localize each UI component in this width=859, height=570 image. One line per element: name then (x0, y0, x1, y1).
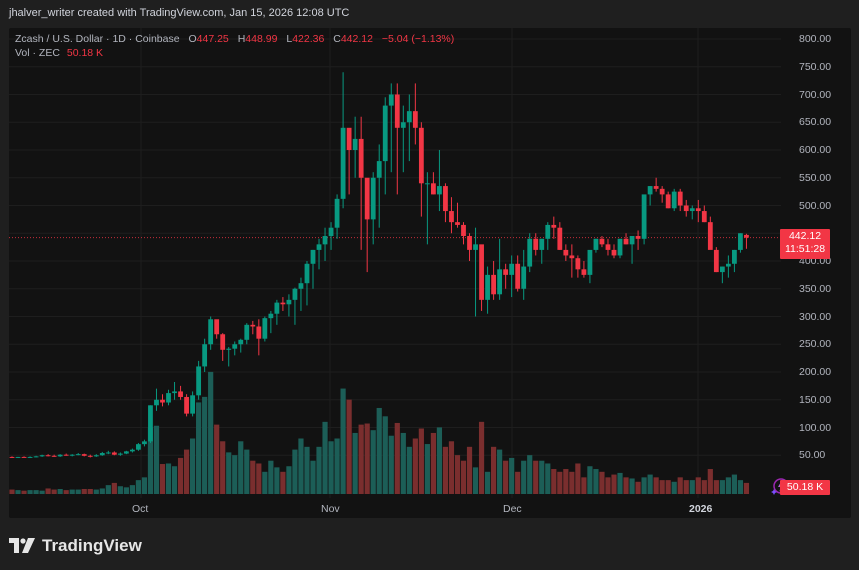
change-value: −5.04 (−1.13%) (381, 33, 455, 45)
price-axis-label: 700.00 (799, 88, 832, 101)
candlestick-chart[interactable] (9, 28, 851, 498)
price-axis-label: 600.00 (799, 144, 832, 156)
tradingview-logo[interactable]: TradingView (9, 536, 142, 556)
chart-caption: jhalver_writer created with TradingView.… (9, 7, 350, 19)
bar-countdown: 11:51:28 (784, 243, 826, 255)
price-axis-label: 800.00 (799, 33, 832, 45)
price-axis-label: 300.00 (799, 310, 832, 323)
low-value: 422.36 (292, 33, 325, 45)
ohlc-row: Zcash / U.S. Dollar · 1D · Coinbase O447… (15, 33, 455, 45)
volume-row: Vol · ZEC 50.18 K (15, 46, 454, 60)
time-axis-label: Nov (321, 503, 340, 515)
symbol-legend: Zcash / U.S. Dollar · 1D · Coinbase O447… (15, 32, 454, 60)
current-price: 442.12 (788, 230, 822, 242)
price-axis-label: 250.00 (799, 338, 832, 351)
price-axis-label: 500.00 (799, 199, 832, 212)
price-axis-label: 350.00 (799, 282, 832, 295)
volume-tag: 50.18 K (780, 480, 830, 495)
brand-name: TradingView (42, 536, 142, 555)
time-axis-label: Oct (132, 503, 149, 515)
current-price-tag: 442.12 11:51:28 (780, 229, 830, 259)
symbol-name[interactable]: Zcash / U.S. Dollar · 1D · Coinbase (15, 33, 180, 45)
volume-value: 50.18 K (66, 47, 104, 59)
price-axis-label: 550.00 (799, 171, 832, 184)
price-axis-label: 200.00 (799, 366, 832, 378)
price-axis-label: 650.00 (799, 116, 832, 129)
tv-logo-icon (9, 538, 35, 553)
price-axis-label: 50.00 (799, 449, 826, 462)
price-axis-label: 150.00 (799, 393, 832, 406)
time-axis-label: 2026 (689, 503, 713, 515)
price-axis-label: 750.00 (799, 60, 832, 73)
volume-label[interactable]: Vol · ZEC (15, 47, 60, 59)
high-value: 448.99 (245, 33, 278, 45)
open-value: 447.25 (196, 33, 229, 45)
price-axis-label: 100.00 (799, 421, 832, 434)
close-value: 442.12 (340, 33, 373, 45)
time-axis-label: Dec (503, 503, 522, 515)
